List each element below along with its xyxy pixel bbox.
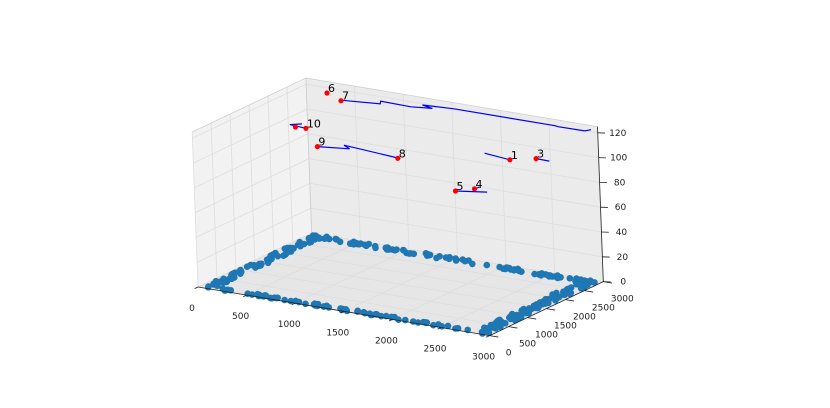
- z-tick-label: 100: [610, 154, 627, 164]
- y-tick-label: 1000: [535, 331, 558, 341]
- z-tick-label: 60: [615, 203, 627, 213]
- y-tick-label: 1500: [554, 322, 577, 332]
- ground-point: [531, 271, 538, 278]
- labeled-point: [293, 124, 298, 129]
- ground-point: [344, 308, 351, 315]
- point-label: 10: [307, 117, 321, 130]
- x-tick-label: 2500: [424, 345, 447, 355]
- ground-point: [237, 270, 244, 277]
- ground-point: [384, 246, 391, 253]
- ground-point: [378, 313, 385, 320]
- ground-point: [546, 273, 553, 280]
- ground-point: [280, 252, 287, 259]
- ground-point: [363, 243, 370, 250]
- ground-point: [424, 252, 431, 259]
- point-label: 8: [399, 147, 406, 160]
- point-label: 4: [476, 178, 483, 191]
- z-tick-label: 20: [617, 253, 629, 263]
- ground-point: [555, 275, 562, 282]
- z-tick-label: 80: [614, 178, 626, 188]
- ground-point: [326, 304, 333, 311]
- ground-point: [288, 298, 295, 305]
- ground-point: [205, 284, 212, 291]
- point-label: 1: [511, 149, 518, 162]
- y-tick-mark: [546, 309, 555, 310]
- ground-point: [479, 330, 486, 337]
- point-label: 6: [328, 82, 335, 95]
- x-tick-label: 0: [189, 304, 195, 314]
- z-tick-label: 120: [609, 129, 626, 139]
- ground-point: [453, 257, 460, 264]
- y-tick-label: 2500: [592, 304, 615, 314]
- x-tick-label: 3000: [472, 353, 495, 363]
- point-label: 9: [318, 136, 325, 149]
- ground-point: [552, 297, 559, 304]
- x-tick-mark: [195, 287, 198, 289]
- point-label: 7: [342, 90, 349, 103]
- y-tick-label: 0: [506, 349, 512, 359]
- ground-point: [372, 245, 379, 252]
- ground-point: [351, 241, 358, 248]
- ground-point: [267, 295, 274, 302]
- ground-point: [433, 255, 440, 262]
- ground-point: [252, 264, 259, 271]
- ground-point: [244, 263, 251, 270]
- ground-point: [484, 262, 491, 269]
- ground-point: [255, 293, 262, 300]
- z-tick-label: 0: [620, 278, 626, 288]
- y-tick-mark: [509, 327, 518, 328]
- point-label: 3: [537, 148, 544, 161]
- ground-point: [430, 322, 437, 329]
- ground-point: [297, 243, 304, 250]
- x-tick-label: 1000: [278, 320, 301, 330]
- ground-point: [567, 275, 574, 282]
- ground-point: [469, 261, 476, 268]
- ground-point: [337, 239, 344, 246]
- ground-point: [518, 268, 525, 275]
- ground-point: [446, 255, 453, 262]
- ground-point: [249, 291, 256, 298]
- x-tick-label: 2000: [375, 336, 398, 346]
- y-tick-label: 500: [519, 340, 536, 350]
- ground-point: [265, 260, 272, 267]
- ground-point: [314, 303, 321, 310]
- ground-point: [281, 297, 288, 304]
- ground-point: [452, 325, 459, 332]
- y-tick-mark: [490, 336, 499, 337]
- ground-point: [368, 312, 375, 319]
- point-label: 5: [457, 180, 464, 193]
- ground-point: [493, 325, 500, 332]
- ground-point: [392, 247, 399, 254]
- y-tick-mark: [565, 300, 574, 301]
- y-tick-label: 3000: [611, 295, 634, 305]
- ground-point: [462, 258, 469, 265]
- y-tick-mark: [528, 318, 537, 319]
- x-tick-label: 500: [232, 312, 249, 322]
- ground-point: [402, 317, 409, 324]
- ground-point: [500, 265, 507, 272]
- z-tick-label: 40: [616, 228, 628, 238]
- ground-point: [275, 253, 282, 260]
- ground-point: [415, 319, 422, 326]
- ground-point: [302, 301, 309, 308]
- ground-point: [511, 267, 518, 274]
- x-tick-label: 1500: [326, 328, 349, 338]
- ground-point: [214, 283, 221, 290]
- y-tick-mark: [584, 291, 593, 292]
- ground-point: [406, 250, 413, 257]
- y-tick-label: 2000: [573, 313, 596, 323]
- ground-point: [538, 272, 545, 279]
